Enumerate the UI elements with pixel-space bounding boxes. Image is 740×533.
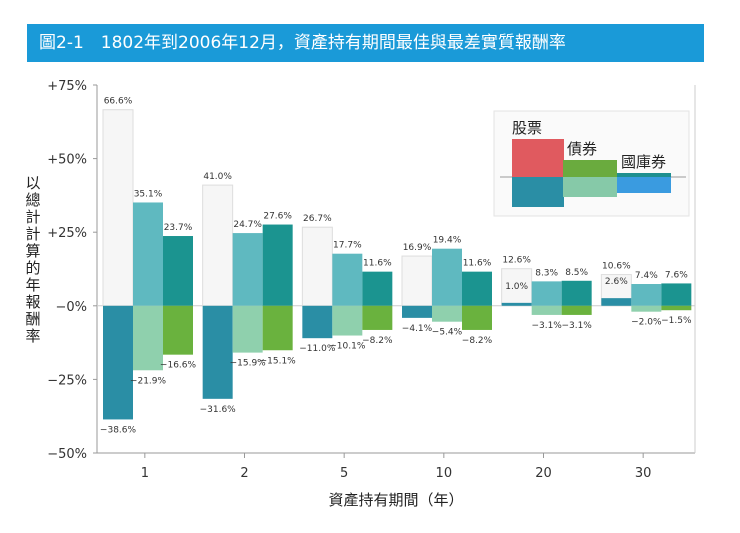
data-label-max: 41.0% <box>203 172 232 182</box>
bar-max <box>362 271 393 306</box>
bar-min <box>262 305 293 351</box>
legend-label: 國庫券 <box>621 153 666 171</box>
x-axis-label: 資產持有期間（年） <box>328 491 463 509</box>
legend-swatch-max <box>617 173 671 177</box>
bar-min <box>462 305 492 330</box>
data-label-min: −4.1% <box>402 324 433 334</box>
bar-min <box>202 305 233 399</box>
data-label-max: 12.6% <box>502 256 531 266</box>
bar-max <box>102 109 134 307</box>
data-label-max: 7.6% <box>665 270 688 280</box>
data-label-min: −15.1% <box>260 356 297 366</box>
chart-title: 圖2-1 1802年到2006年12月，資產持有期間最佳與最差實質報酬率 <box>27 24 704 62</box>
data-label-min: −21.9% <box>130 376 167 386</box>
bar-min <box>661 305 692 311</box>
data-label-min: −5.4% <box>432 328 463 338</box>
x-tick-label: 20 <box>535 466 552 481</box>
data-label-max: 17.7% <box>333 241 362 251</box>
bar-max <box>631 284 662 306</box>
bar-max <box>133 202 163 306</box>
data-label-max: 10.6% <box>602 262 631 272</box>
y-tick-label: +50% <box>47 153 87 168</box>
bar-min <box>402 305 432 318</box>
legend-swatch-min <box>563 177 617 197</box>
y-tick-label: +25% <box>47 226 87 241</box>
y-tick-label: −25% <box>47 373 87 388</box>
data-label-max: 27.6% <box>263 212 292 222</box>
data-label-min: −31.6% <box>200 405 237 415</box>
y-tick-label: −50% <box>47 447 87 462</box>
data-label-min: 1.0% <box>505 282 528 292</box>
y-axis-label: 以總計計算的年報酬率 <box>25 174 41 345</box>
bar-min <box>631 305 662 312</box>
data-label-max: 8.5% <box>565 268 588 278</box>
bar-min <box>133 305 163 371</box>
bar-max <box>531 281 562 306</box>
bar-min <box>302 305 333 339</box>
data-label-min: −15.9% <box>230 359 267 369</box>
bar-min <box>103 305 133 420</box>
data-label-max: 66.6% <box>104 97 133 107</box>
bar-max <box>232 233 263 306</box>
legend-label: 股票 <box>512 119 542 137</box>
data-label-min: −11.0% <box>299 344 336 354</box>
bar-max <box>462 271 492 306</box>
bar-max <box>661 283 692 306</box>
data-label-min: −3.1% <box>531 321 562 331</box>
data-label-max: 11.6% <box>363 259 392 269</box>
data-label-max: 8.3% <box>535 268 558 278</box>
data-label-min: −8.2% <box>462 336 493 346</box>
data-label-min: 2.6% <box>605 277 628 287</box>
bar-min <box>362 305 393 330</box>
bar-max <box>561 280 592 306</box>
y-tick-label: +75% <box>47 79 87 94</box>
bar-min <box>432 305 462 322</box>
x-tick-label: 1 <box>141 466 149 481</box>
bar-max <box>301 226 333 307</box>
data-label-max: 23.7% <box>164 223 193 233</box>
data-label-min: −1.5% <box>661 316 692 326</box>
bar-min <box>232 305 263 353</box>
data-label-max: 35.1% <box>134 189 163 199</box>
legend-label: 債券 <box>567 140 597 158</box>
bar-max <box>262 224 293 306</box>
y-tick-label: −0% <box>55 300 87 315</box>
data-label-min: −38.6% <box>100 425 137 435</box>
x-tick-label: 10 <box>436 466 453 481</box>
bar-max <box>332 253 363 306</box>
legend-swatch-max <box>563 160 617 177</box>
bar-max <box>202 184 234 307</box>
bar-min <box>163 305 193 355</box>
data-label-max: 26.7% <box>303 214 332 224</box>
legend-swatch-min <box>617 177 671 193</box>
data-label-min: −2.0% <box>631 318 662 328</box>
legend-swatch-max <box>512 139 564 177</box>
data-label-max: 19.4% <box>433 236 462 246</box>
data-label-min: −8.2% <box>362 336 393 346</box>
bar-min <box>501 302 532 306</box>
data-label-min: −10.1% <box>329 342 366 352</box>
data-label-min: −3.1% <box>561 321 592 331</box>
bar-min <box>531 305 562 315</box>
data-label-min: −16.6% <box>160 361 197 371</box>
x-tick-label: 2 <box>240 466 248 481</box>
x-tick-label: 5 <box>340 466 348 481</box>
data-label-max: 16.9% <box>403 243 432 253</box>
bar-max <box>432 248 462 306</box>
bar-max <box>401 255 433 307</box>
legend-swatch-min <box>512 177 564 207</box>
bar-max <box>163 236 193 306</box>
x-tick-label: 30 <box>635 466 652 481</box>
data-label-max: 7.4% <box>635 271 658 281</box>
data-label-max: 24.7% <box>233 220 262 230</box>
data-label-max: 11.6% <box>463 259 492 269</box>
bar-min <box>601 298 632 306</box>
bar-min <box>561 305 592 315</box>
bar-max <box>501 268 533 307</box>
bar-min <box>332 305 363 336</box>
